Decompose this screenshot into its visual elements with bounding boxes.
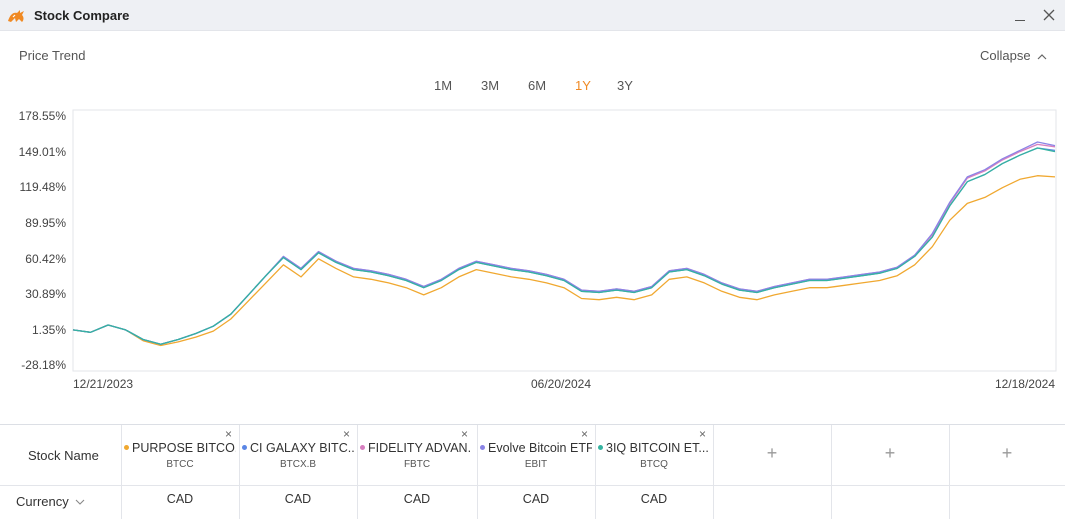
currency-value: CAD — [640, 492, 668, 506]
collapse-label: Collapse — [980, 48, 1031, 63]
y-tick-label: 178.55% — [19, 109, 67, 123]
currency-value: CAD — [403, 492, 431, 506]
range-tab-6m[interactable]: 6M — [528, 78, 547, 93]
y-tick-label: 60.42% — [25, 252, 66, 266]
stock-name: 3IQ BITCOIN ET... — [598, 441, 710, 455]
series-line-btcq — [72, 147, 1056, 345]
stock-name-header: Stock Name — [28, 448, 99, 463]
currency-value: CAD — [522, 492, 550, 506]
stock-column-btcx[interactable]: CI GALAXY BITC... BTCX.B × — [239, 425, 357, 485]
row-divider — [0, 485, 1065, 486]
price-trend-chart: 178.55% 149.01% 119.48% 89.95% 60.42% 30… — [19, 109, 1057, 391]
y-tick-label: -28.18% — [21, 358, 66, 372]
column-divider — [713, 425, 714, 519]
plus-icon: + — [766, 443, 778, 463]
title-bar: Stock Compare — [0, 0, 1065, 31]
x-tick-label: 12/18/2024 — [995, 377, 1055, 391]
series-color-dot — [598, 445, 603, 451]
stock-code: EBIT — [524, 459, 548, 470]
currency-dropdown[interactable]: Currency — [16, 494, 85, 509]
comparison-table: Stock Name Currency PURPOSE BITCO... BTC… — [0, 424, 1065, 519]
stock-code: BTCQ — [640, 459, 668, 470]
range-tab-1m[interactable]: 1M — [434, 78, 453, 93]
remove-stock-button[interactable]: × — [225, 427, 233, 441]
close-icon — [1043, 9, 1055, 21]
stock-column-btcc[interactable]: PURPOSE BITCO... BTCC × — [121, 425, 239, 485]
minimize-button[interactable] — [1011, 6, 1029, 24]
column-divider — [949, 425, 950, 519]
x-axis-ticks: 12/21/2023 06/20/2024 12/18/2024 — [73, 377, 1055, 391]
column-divider — [357, 425, 358, 519]
series-line-btcc — [72, 175, 1056, 347]
series-line-btcx-b — [72, 147, 1056, 345]
remove-stock-button[interactable]: × — [581, 427, 589, 441]
column-divider — [477, 425, 478, 519]
stock-name: Evolve Bitcoin ETF — [480, 441, 592, 455]
stock-name: PURPOSE BITCO... — [124, 441, 236, 455]
close-button[interactable] — [1040, 6, 1058, 24]
y-tick-label: 30.89% — [25, 287, 66, 301]
y-tick-label: 119.48% — [20, 180, 67, 194]
plot-area — [72, 109, 1057, 372]
series-color-dot — [124, 445, 129, 451]
chevron-up-icon — [1037, 53, 1047, 59]
add-stock-button[interactable]: + — [831, 425, 949, 485]
series-lines — [72, 141, 1056, 347]
x-tick-label: 06/20/2024 — [531, 377, 591, 391]
remove-stock-button[interactable]: × — [461, 427, 469, 441]
stock-code: BTCC — [166, 459, 194, 470]
y-tick-label: 1.35% — [32, 323, 66, 337]
plus-icon: + — [884, 443, 896, 463]
series-line-fbtc — [72, 143, 1056, 345]
column-divider — [239, 425, 240, 519]
collapse-button[interactable]: Collapse — [980, 48, 1047, 63]
chevron-down-icon — [75, 499, 85, 505]
remove-stock-button[interactable]: × — [699, 427, 707, 441]
x-tick-label: 12/21/2023 — [73, 377, 133, 391]
stock-code: FBTC — [403, 459, 431, 470]
stock-column-fbtc[interactable]: FIDELITY ADVAN... FBTC × — [357, 425, 477, 485]
y-axis-ticks: 178.55% 149.01% 119.48% 89.95% 60.42% 30… — [19, 109, 67, 372]
series-color-dot — [242, 445, 247, 451]
range-tab-3m[interactable]: 3M — [481, 78, 500, 93]
series-line-ebit — [72, 141, 1056, 345]
range-tab-3y[interactable]: 3Y — [617, 78, 633, 93]
series-color-dot — [480, 445, 485, 451]
stock-column-btcq[interactable]: 3IQ BITCOIN ET... BTCQ × — [595, 425, 713, 485]
remove-stock-button[interactable]: × — [343, 427, 351, 441]
stock-code: BTCX.B — [279, 459, 317, 470]
currency-label: Currency — [16, 494, 69, 509]
series-color-dot — [360, 445, 365, 451]
range-tab-1y[interactable]: 1Y — [575, 78, 591, 93]
column-divider — [831, 425, 832, 519]
currency-value: CAD — [284, 492, 312, 506]
y-tick-label: 89.95% — [25, 216, 66, 230]
stock-name: CI GALAXY BITC... — [242, 441, 354, 455]
orange-bull-logo-icon — [8, 10, 24, 22]
column-divider — [595, 425, 596, 519]
window-title: Stock Compare — [34, 8, 130, 23]
currency-value: CAD — [166, 492, 194, 506]
column-divider — [121, 425, 122, 519]
stock-column-ebit[interactable]: Evolve Bitcoin ETF EBIT × — [477, 425, 595, 485]
stock-name: FIDELITY ADVAN... — [360, 441, 472, 455]
section-label: Price Trend — [19, 48, 86, 63]
add-stock-button[interactable]: + — [949, 425, 1065, 485]
add-stock-button[interactable]: + — [713, 425, 831, 485]
y-tick-label: 149.01% — [19, 145, 67, 159]
plus-icon: + — [1001, 443, 1013, 463]
